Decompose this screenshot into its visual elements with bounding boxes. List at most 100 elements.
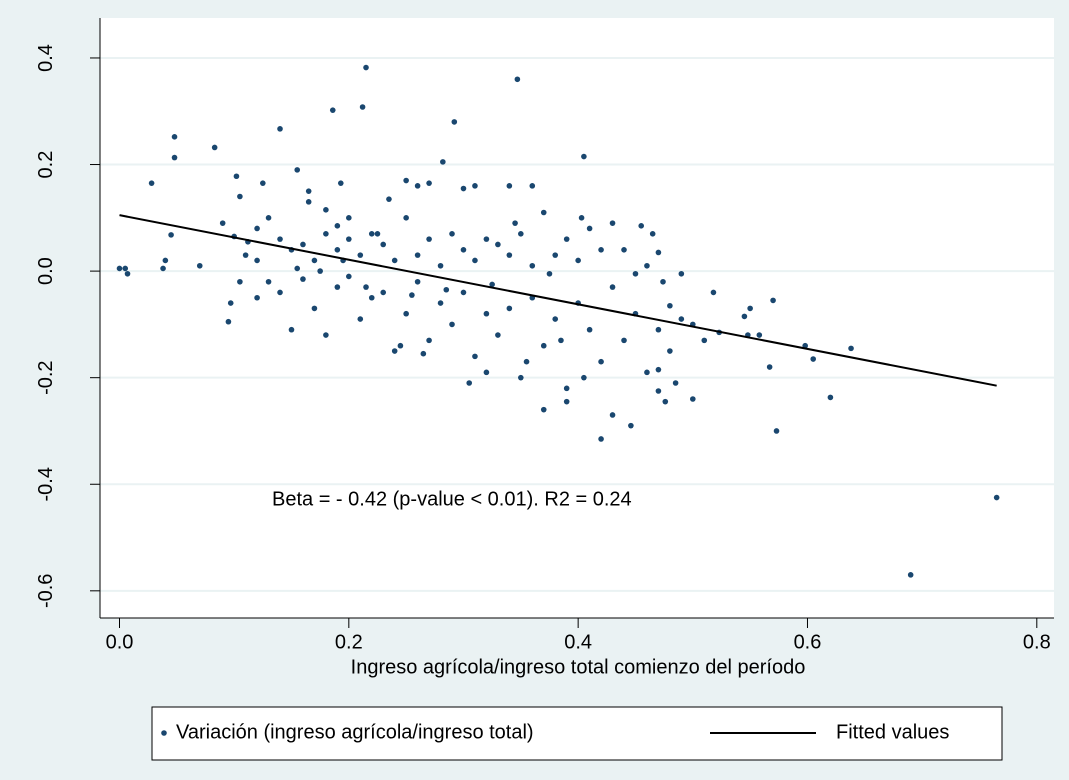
point — [598, 358, 604, 365]
point — [621, 337, 627, 344]
point — [391, 257, 398, 264]
point — [810, 356, 817, 362]
legend-label: Fitted values — [836, 721, 949, 743]
point — [196, 262, 203, 269]
point — [581, 374, 587, 381]
point — [472, 353, 478, 360]
point — [907, 572, 914, 578]
legend-marker — [161, 730, 167, 736]
y-tick-label: 0.4 — [35, 44, 57, 72]
point — [598, 246, 604, 253]
point — [672, 380, 679, 386]
point — [334, 284, 341, 290]
point — [116, 265, 123, 272]
point — [260, 180, 266, 186]
point — [586, 326, 593, 333]
y-tick-label: -0.4 — [35, 467, 57, 501]
point — [756, 332, 763, 338]
point — [628, 422, 634, 429]
point — [277, 289, 283, 296]
point — [644, 369, 650, 376]
point — [506, 305, 513, 312]
point — [827, 394, 834, 401]
y-tick-label: 0.0 — [35, 257, 57, 285]
point — [426, 337, 432, 344]
point — [437, 262, 444, 269]
point — [317, 268, 323, 274]
point — [540, 406, 547, 413]
point — [171, 134, 178, 140]
point — [265, 278, 272, 285]
point — [414, 183, 421, 189]
point — [773, 428, 780, 434]
x-tick-label: 0.8 — [1023, 631, 1051, 653]
point — [655, 249, 662, 256]
point — [529, 183, 536, 189]
point — [305, 188, 312, 194]
x-tick-label: 0.4 — [564, 631, 592, 653]
point — [678, 316, 685, 322]
point — [578, 215, 585, 221]
point — [337, 180, 344, 186]
point — [667, 302, 673, 309]
point — [563, 385, 570, 392]
point — [621, 246, 627, 253]
point — [265, 215, 272, 221]
legend-entries: Variación (ingreso agrícola/ingreso tota… — [161, 721, 949, 743]
point — [211, 144, 218, 151]
point — [414, 252, 421, 258]
point — [609, 220, 616, 226]
y-tick-label: -0.2 — [35, 360, 57, 394]
point — [168, 232, 174, 238]
point — [460, 246, 467, 253]
point — [122, 265, 129, 272]
point — [237, 278, 243, 285]
point — [523, 358, 530, 365]
point — [741, 313, 748, 320]
point — [357, 252, 364, 258]
point — [426, 236, 432, 242]
point — [489, 281, 495, 288]
point — [277, 236, 283, 242]
point — [311, 257, 318, 264]
point — [512, 220, 518, 226]
point — [529, 262, 536, 269]
point — [638, 223, 645, 229]
point — [237, 193, 243, 200]
point — [323, 332, 329, 338]
point — [552, 316, 559, 322]
point — [160, 265, 166, 272]
point — [632, 270, 639, 277]
legend — [151, 706, 1003, 761]
point — [690, 396, 696, 402]
point — [443, 286, 450, 293]
point — [802, 342, 808, 349]
point — [506, 183, 513, 189]
point — [277, 126, 283, 132]
point — [334, 246, 341, 253]
marks — [116, 64, 1000, 578]
point — [171, 154, 178, 161]
point — [660, 278, 666, 285]
point — [242, 252, 249, 258]
legend-label: Variación (ingreso agrícola/ingreso tota… — [176, 721, 534, 743]
point — [294, 265, 301, 272]
point — [460, 289, 467, 296]
point — [409, 292, 415, 298]
point — [300, 276, 306, 282]
point — [254, 257, 260, 264]
point — [363, 284, 369, 290]
point — [472, 183, 478, 189]
point — [575, 257, 581, 264]
point — [397, 342, 404, 349]
axes: -0.6 -0.4 -0.2 0.0 0.2 0.4 0.0 0.2 0.4 0.6 0.8 — [35, 44, 1051, 653]
point — [420, 350, 427, 357]
point — [518, 374, 524, 381]
point — [334, 223, 341, 229]
y-tick-label: -0.6 — [35, 574, 57, 608]
point — [311, 305, 318, 312]
point — [472, 257, 478, 264]
point — [363, 64, 369, 71]
point — [770, 297, 776, 304]
